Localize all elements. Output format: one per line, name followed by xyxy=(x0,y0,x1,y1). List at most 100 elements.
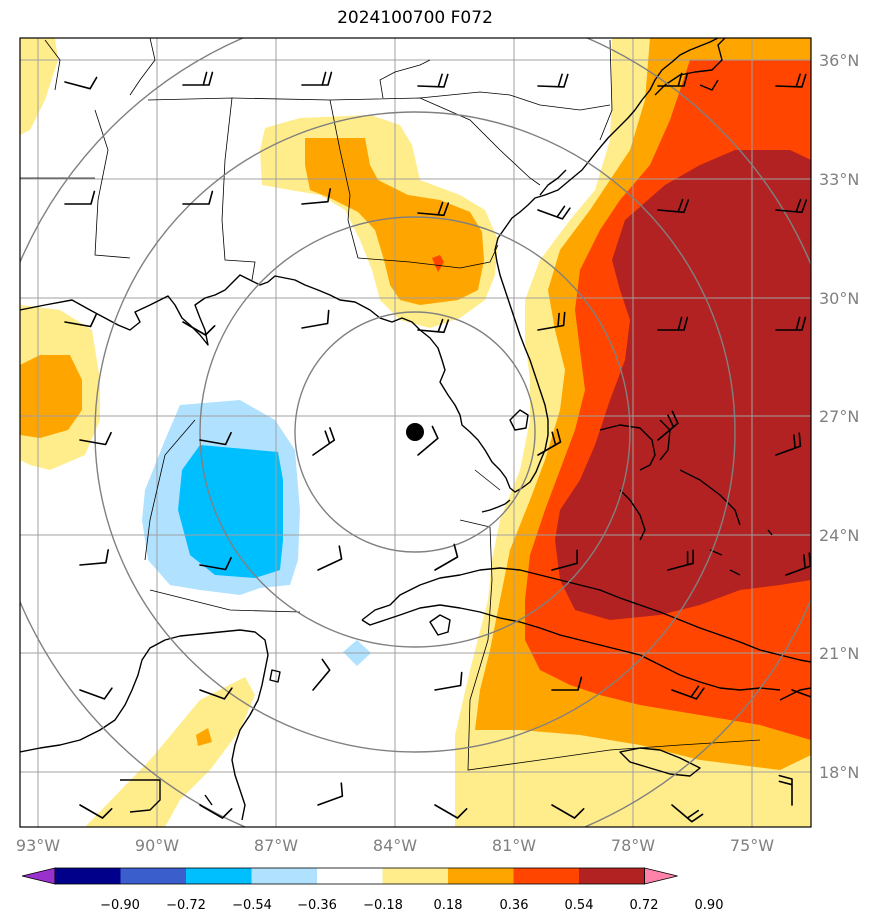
wind-barbs xyxy=(64,71,811,823)
coast-bahamas-1 xyxy=(599,424,656,471)
colorbar-label-8: 0.72 xyxy=(630,898,659,913)
wind-barb-5 xyxy=(657,72,689,87)
lat-tick-21n: 21°N xyxy=(819,644,859,663)
lon-tick-90w: 90°W xyxy=(135,836,179,855)
contour-0.18-west-top xyxy=(20,38,58,135)
state-border-9 xyxy=(44,39,61,91)
lon-tick-87w: 87°W xyxy=(254,836,298,855)
colorbar-label-0: −0.90 xyxy=(100,898,140,913)
wind-barb-13 xyxy=(775,198,808,214)
colorbar xyxy=(21,867,678,885)
state-border-7 xyxy=(419,91,611,111)
contour-fill-southwest xyxy=(85,677,255,827)
wind-barb-29 xyxy=(199,556,232,571)
wind-barb-31 xyxy=(434,543,459,571)
wind-barb-6 xyxy=(775,73,807,88)
map-title: 2024100700 F072 xyxy=(337,8,493,28)
contour-fill-west xyxy=(20,38,100,470)
wind-barb-24 xyxy=(417,425,439,456)
wind-barb-40 xyxy=(671,685,705,700)
latitude-tick-labels: 36°N 33°N 30°N 27°N 24°N 21°N 18°N xyxy=(819,51,859,782)
state-border-5 xyxy=(357,244,499,269)
coast-belize-2 xyxy=(204,794,213,806)
coast-florida-keys xyxy=(481,499,511,513)
wind-barb-12 xyxy=(657,198,690,214)
contour-0.36-southwest xyxy=(196,728,212,746)
wind-barb-37 xyxy=(312,658,331,691)
wind-barb-4 xyxy=(537,73,569,88)
wind-barb-2 xyxy=(301,71,333,86)
range-ring-1 xyxy=(294,311,536,553)
wind-barb-10 xyxy=(417,201,450,217)
contour-0.72-east xyxy=(555,150,811,620)
wind-barb-44 xyxy=(317,782,344,806)
state-border-8 xyxy=(379,59,431,99)
wind-barb-16 xyxy=(301,309,330,329)
lat-tick-36n: 36°N xyxy=(819,51,859,70)
colorbar-label-3: −0.36 xyxy=(297,898,337,913)
state-border-10 xyxy=(129,38,156,96)
colorbar-segment-6 xyxy=(382,868,448,884)
colorbar-extend-low xyxy=(21,867,56,885)
wind-barb-39 xyxy=(551,676,583,691)
colorbar-label-6: 0.36 xyxy=(500,898,529,913)
wind-barb-8 xyxy=(182,190,214,205)
colorbar-labels: −0.90 −0.72 −0.54 −0.36 −0.18 0.18 0.36 … xyxy=(100,898,723,913)
colorbar-label-4: −0.18 xyxy=(363,898,403,913)
coast-jamaica xyxy=(619,747,701,777)
map-frame xyxy=(19,37,812,828)
coast-belize-honduras xyxy=(120,779,161,813)
coast-cozumel xyxy=(269,669,281,683)
wind-barb-38 xyxy=(434,671,463,691)
wind-barb-9 xyxy=(301,188,331,205)
range-ring-3 xyxy=(94,111,736,753)
lat-tick-33n: 33°N xyxy=(819,170,859,189)
wind-barb-1 xyxy=(182,71,214,86)
coast-lake-okeechobee xyxy=(509,409,529,431)
lat-tick-18n: 18°N xyxy=(819,763,859,782)
eez-border-2 xyxy=(149,589,301,613)
wind-barb-25 xyxy=(537,428,562,456)
colorbar-label-5: 0.18 xyxy=(434,898,463,913)
contour-fill-negative xyxy=(142,400,371,666)
coast-bahamas-4 xyxy=(679,469,741,526)
wind-barb-33 xyxy=(667,549,694,571)
contour-0.18-southwest xyxy=(85,677,255,827)
wind-barb-23 xyxy=(312,427,336,456)
wind-barb-7 xyxy=(64,190,96,205)
colorbar-segment-8 xyxy=(513,868,579,884)
coast-isle-of-youth xyxy=(429,614,451,636)
colorbar-segment-3 xyxy=(186,868,252,884)
political-borders xyxy=(20,38,761,771)
wind-barb-47 xyxy=(671,804,704,823)
wind-barb-18 xyxy=(537,311,566,331)
wind-barb-48 xyxy=(778,774,793,806)
colorbar-label-2: −0.54 xyxy=(232,898,272,913)
wind-barb-17 xyxy=(417,318,450,334)
coast-bahamas-2 xyxy=(659,419,671,461)
colorbar-segment-5 xyxy=(317,868,383,884)
wind-barb-19 xyxy=(657,316,689,331)
colorbar-segment-2 xyxy=(120,868,186,884)
colorbar-label-9: 0.90 xyxy=(695,898,724,913)
colorbar-segment-7 xyxy=(448,868,514,884)
lat-tick-30n: 30°N xyxy=(819,289,859,308)
contour-0.54-north xyxy=(432,255,444,272)
lon-tick-81w: 81°W xyxy=(492,836,536,855)
lon-tick-84w: 84°W xyxy=(373,836,417,855)
colorbar-label-1: −0.72 xyxy=(166,898,206,913)
eez-border-3 xyxy=(144,419,196,561)
contour-neg-0.36 xyxy=(178,445,283,578)
colorbar-segment-1 xyxy=(55,868,121,884)
lon-tick-75w: 75°W xyxy=(730,836,774,855)
longitude-tick-labels: 93°W 90°W 87°W 84°W 81°W 78°W 75°W xyxy=(16,836,774,855)
wind-barb-21 xyxy=(79,431,112,446)
wind-barb-43 xyxy=(199,804,233,819)
wind-barb-34 xyxy=(785,552,811,576)
state-border-13 xyxy=(474,469,501,491)
state-border-14 xyxy=(459,519,491,528)
state-border-12 xyxy=(599,39,613,141)
eez-border xyxy=(467,526,761,771)
lat-tick-27n: 27°N xyxy=(819,407,859,426)
